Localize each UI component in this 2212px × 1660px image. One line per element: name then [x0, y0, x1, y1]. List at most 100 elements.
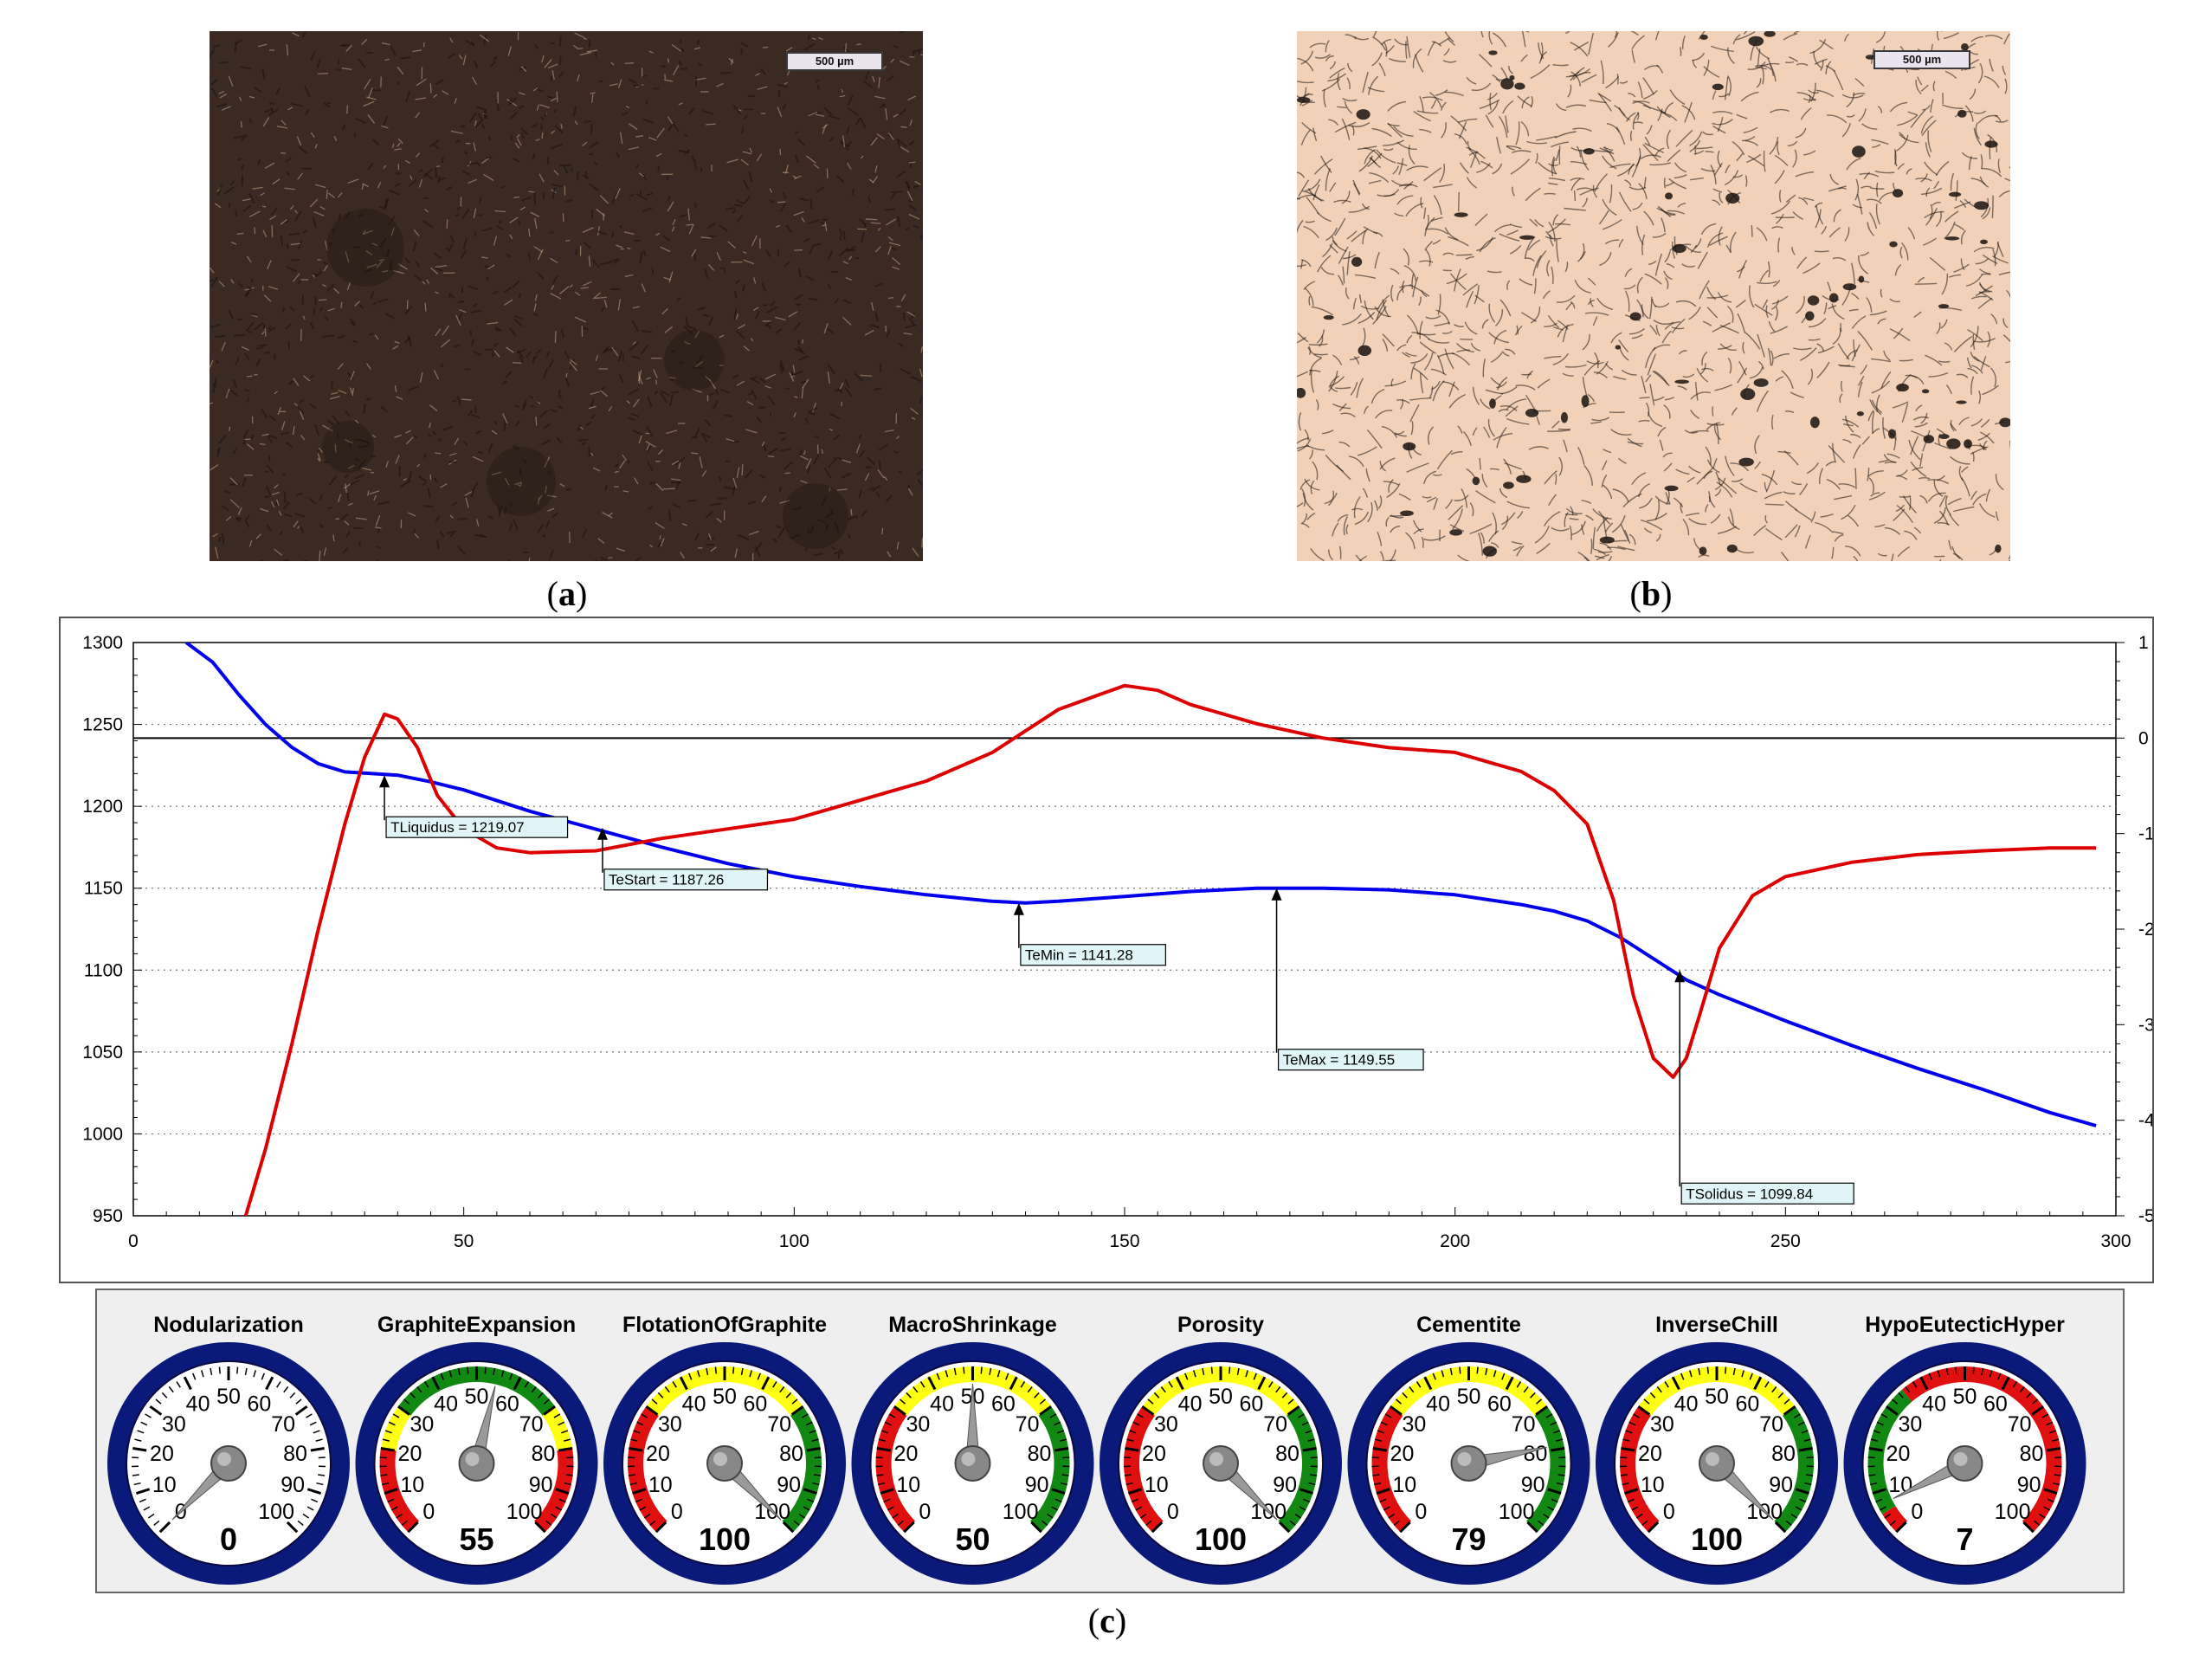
micrograph-b-graphite-particle	[1362, 488, 1368, 498]
micrograph-a-grain	[747, 94, 756, 98]
micrograph-b-graphite-particle	[1684, 101, 1693, 123]
micrograph-b-graphite-particle	[1713, 162, 1723, 176]
micrograph-a-grain	[281, 119, 287, 126]
micrograph-a-grain	[842, 135, 846, 148]
micrograph-a-grain	[760, 68, 766, 75]
micrograph-a-grain	[803, 450, 806, 455]
micrograph-a-grain	[779, 364, 784, 374]
micrograph-a-grain	[461, 208, 470, 220]
micrograph-a-grain	[283, 559, 290, 561]
gauge-tick	[401, 1520, 408, 1526]
gauge-tick	[403, 1398, 410, 1405]
gauge-tick	[802, 1413, 809, 1418]
micrograph-a-grain	[351, 388, 355, 394]
gauge-scale-label: 100	[258, 1500, 294, 1524]
micrograph-b-graphite-particle	[1501, 351, 1510, 357]
micrograph-b-graphite-particle	[1947, 497, 1962, 506]
micrograph-a-grain	[565, 372, 568, 378]
micrograph-b-graphite-particle	[1361, 203, 1370, 210]
micrograph-b-graphite-particle	[1712, 322, 1732, 333]
micrograph-a-grain	[314, 424, 320, 436]
annotation-box	[1277, 1049, 1424, 1071]
micrograph-a-grain	[501, 380, 507, 385]
micrograph-a-grain	[533, 245, 543, 253]
micrograph-b-graphite-particle	[1342, 313, 1362, 326]
micrograph-a-grain	[779, 500, 790, 504]
micrograph-b-graphite-particle	[1458, 191, 1460, 212]
micrograph-b-graphite-nodule	[1503, 481, 1514, 489]
micrograph-b-graphite-nodule	[1699, 34, 1708, 41]
micrograph-a-grain	[767, 395, 776, 406]
gauge-title: HypoEutecticHyper	[1865, 1313, 2065, 1337]
micrograph-b-graphite-particle	[1427, 228, 1449, 235]
micrograph-a-grain	[449, 294, 455, 299]
micrograph-b-graphite-particle	[1615, 126, 1626, 145]
gauge-tick	[1395, 1398, 1402, 1405]
micrograph-a-grain	[703, 268, 709, 279]
micrograph-b-graphite-particle	[1590, 539, 1593, 554]
micrograph-b-graphite-particle	[1593, 371, 1608, 378]
gauge-tick	[1299, 1506, 1306, 1511]
micrograph-a-grain	[514, 142, 520, 149]
gauge-tick	[1937, 1370, 1941, 1378]
gauge-tick	[1193, 1370, 1196, 1378]
micrograph-b-graphite-particle	[1403, 248, 1410, 266]
micrograph-b-graphite-particle	[1763, 150, 1766, 172]
micrograph-b-graphite-particle	[1711, 45, 1734, 52]
micrograph-b-graphite-particle	[1861, 123, 1878, 130]
gauge-tick	[636, 1421, 644, 1426]
micrograph-b-graphite-particle	[1502, 100, 1514, 114]
micrograph-b-graphite-particle	[1920, 84, 1929, 92]
micrograph-a-grain	[588, 255, 591, 267]
gauge-scale-label: 10	[1145, 1473, 1169, 1497]
micrograph-a-grain	[440, 363, 445, 368]
micrograph-b-graphite-particle	[1954, 223, 1965, 231]
micrograph-a-grain	[397, 142, 401, 147]
micrograph-b-graphite-particle	[1857, 376, 1865, 386]
micrograph-b-graphite-particle	[1712, 111, 1733, 115]
gauge-title: FlotationOfGraphite	[622, 1313, 827, 1337]
micrograph-a-grain	[839, 94, 846, 98]
micrograph-b-graphite-particle	[1732, 34, 1741, 45]
micrograph-a-grain	[503, 299, 513, 307]
micrograph-b-graphite-particle	[1390, 268, 1400, 275]
micrograph-a-grain	[538, 494, 543, 501]
x-tick-label: 50	[454, 1231, 474, 1251]
micrograph-b-graphite-particle	[1423, 470, 1436, 485]
gauge-tick	[1647, 1521, 1660, 1534]
micrograph-a-grain	[910, 407, 919, 416]
micrograph-a-grain	[659, 535, 661, 539]
micrograph-b-graphite-particle	[1402, 281, 1405, 294]
micrograph-b-graphite-particle	[1536, 135, 1557, 141]
micrograph-b-graphite-particle	[1332, 522, 1339, 537]
micrograph-a-grain	[512, 280, 520, 288]
micrograph-b-graphite-particle	[1932, 81, 1936, 92]
gauge-tick	[565, 1474, 573, 1476]
micrograph-a-grain	[616, 244, 623, 249]
micrograph-b-graphite-particle	[1895, 469, 1908, 477]
micrograph-a-grain	[718, 496, 727, 501]
micrograph-b-graphite-particle	[1303, 225, 1319, 239]
micrograph-a-grain	[286, 171, 290, 177]
micrograph-a-grain	[268, 434, 278, 440]
micrograph-b-graphite-particle	[1696, 367, 1709, 383]
gauge-tick	[509, 1373, 513, 1380]
micrograph-b-graphite-particle	[1647, 513, 1667, 522]
gauge-tick	[397, 1405, 410, 1416]
micrograph-b-graphite-particle	[1783, 491, 1796, 494]
gauge-tick	[1388, 1513, 1395, 1519]
micrograph-a-grain	[241, 346, 249, 351]
micrograph-b-graphite-particle	[1833, 531, 1844, 535]
micrograph-b-graphite-particle	[1373, 31, 1377, 37]
micrograph-a-grain	[672, 218, 676, 225]
micrograph-b-graphite-particle	[1828, 445, 1846, 463]
micrograph-b-graphite-particle	[1935, 210, 1942, 228]
gauge-tick	[382, 1438, 390, 1442]
micrograph-b-graphite-particle	[1923, 237, 1938, 246]
micrograph-b-graphite-particle	[1919, 453, 1924, 467]
micrograph-a-grain	[528, 191, 535, 193]
micrograph-a-grain	[472, 302, 478, 308]
micrograph-b-graphite-particle	[1528, 446, 1549, 450]
micrograph-b-graphite-particle	[1609, 163, 1631, 169]
micrograph-b-graphite-particle	[1544, 355, 1562, 359]
